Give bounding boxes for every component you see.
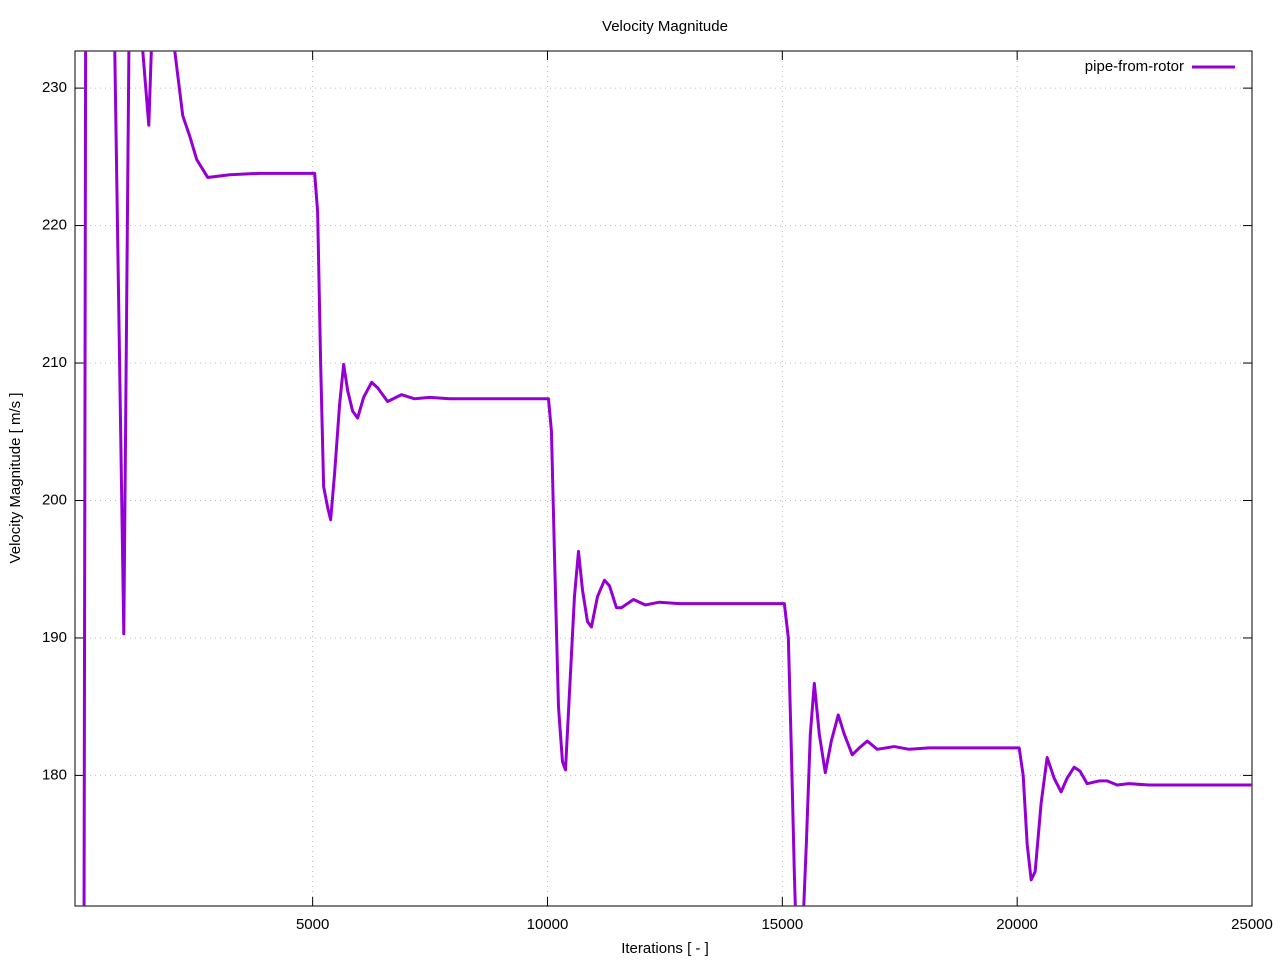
- x-tick-label: 25000: [1231, 916, 1273, 933]
- x-tick-label: 5000: [296, 916, 329, 933]
- y-tick-label: 190: [42, 629, 67, 646]
- legend-label: pipe-from-rotor: [1085, 58, 1184, 75]
- y-tick-label: 230: [42, 79, 67, 96]
- y-tick-label: 200: [42, 491, 67, 508]
- x-tick-label: 15000: [761, 916, 803, 933]
- x-tick-label: 10000: [527, 916, 569, 933]
- plot-border: [74, 50, 1253, 907]
- y-axis-label: Velocity Magnitude [ m/s ]: [7, 393, 24, 564]
- data-line: [82, 51, 1252, 906]
- y-tick-label: 180: [42, 766, 67, 783]
- chart-title: Velocity Magnitude: [602, 18, 728, 35]
- x-axis-label: Iterations [ - ]: [621, 940, 709, 957]
- y-tick-label: 210: [42, 354, 67, 371]
- x-tick-label: 20000: [996, 916, 1038, 933]
- y-tick-label: 220: [42, 217, 67, 234]
